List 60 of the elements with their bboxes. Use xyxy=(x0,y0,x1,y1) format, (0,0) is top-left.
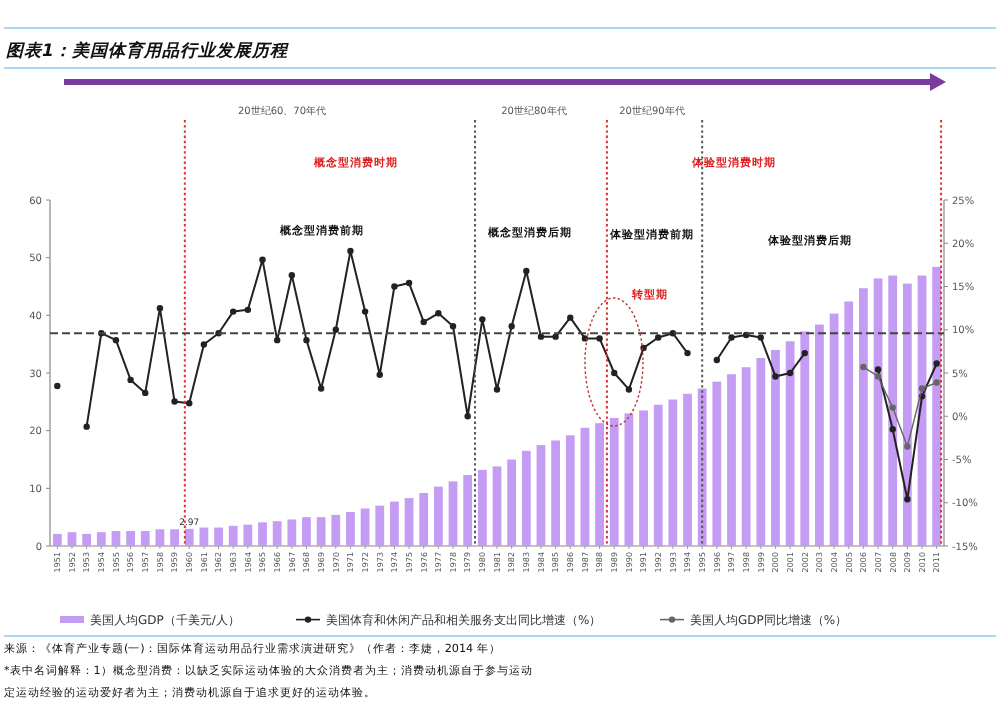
bar xyxy=(580,427,590,546)
bar xyxy=(536,445,546,546)
bar xyxy=(844,301,854,546)
bar xyxy=(859,288,868,546)
bar xyxy=(815,324,824,546)
bar xyxy=(243,524,253,546)
bar xyxy=(683,393,692,546)
bar xyxy=(170,529,179,546)
bar xyxy=(375,505,385,546)
bar xyxy=(316,517,326,546)
bar xyxy=(521,450,531,546)
bar xyxy=(111,531,121,546)
bar xyxy=(785,341,795,546)
bar xyxy=(433,486,443,546)
bar xyxy=(287,519,297,546)
bar xyxy=(712,381,722,546)
bar xyxy=(419,492,429,546)
bar xyxy=(477,469,487,546)
bar xyxy=(155,529,165,546)
bar xyxy=(82,533,92,546)
bar xyxy=(404,498,414,546)
bar xyxy=(214,527,223,546)
bar xyxy=(902,283,912,546)
bar xyxy=(96,532,106,546)
bar xyxy=(140,531,150,546)
bar xyxy=(595,423,604,546)
bar xyxy=(565,435,575,546)
bar xyxy=(52,533,62,546)
bar xyxy=(639,410,648,546)
bar xyxy=(346,511,355,546)
bar xyxy=(873,278,883,546)
bar xyxy=(272,521,282,546)
bar xyxy=(360,508,370,546)
bar xyxy=(653,404,663,546)
bar xyxy=(609,417,619,546)
bar xyxy=(668,399,678,546)
bar xyxy=(331,514,341,546)
bar xyxy=(888,275,898,546)
bar xyxy=(463,475,473,546)
bar xyxy=(67,532,77,546)
bar xyxy=(492,466,502,546)
bar xyxy=(756,358,766,546)
bar xyxy=(184,528,194,546)
bar xyxy=(390,501,399,546)
bar xyxy=(624,413,634,546)
bar xyxy=(741,367,751,546)
bar xyxy=(258,522,267,546)
bar xyxy=(829,313,839,546)
bar xyxy=(448,481,458,546)
bar xyxy=(800,331,810,546)
bar xyxy=(697,388,707,546)
bar xyxy=(727,374,736,546)
bar xyxy=(771,349,780,546)
chart-title: 图表1：美国体育用品行业发展历程 xyxy=(6,40,290,62)
bar xyxy=(199,527,209,546)
bar xyxy=(228,525,238,546)
bar xyxy=(126,531,135,546)
bar xyxy=(507,459,517,546)
bar xyxy=(302,517,311,546)
bar xyxy=(551,440,561,546)
